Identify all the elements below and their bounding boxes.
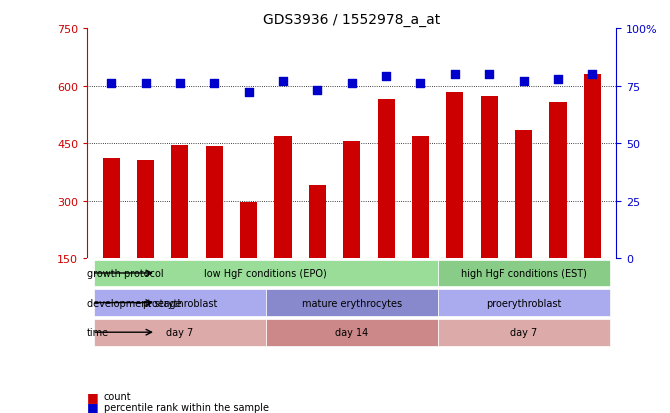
Point	[381, 74, 391, 81]
Text: count: count	[104, 392, 131, 401]
Bar	[94, 319, 266, 346]
Point	[312, 88, 323, 94]
Bar	[480, 97, 498, 259]
Text: day 7: day 7	[166, 328, 194, 337]
Bar	[438, 319, 610, 346]
Text: day 7: day 7	[510, 328, 537, 337]
Point	[277, 78, 288, 85]
Point	[243, 90, 254, 97]
Bar	[309, 185, 326, 259]
Point	[140, 81, 151, 87]
Text: time: time	[87, 328, 109, 337]
Bar	[515, 131, 532, 259]
Text: proerythroblast: proerythroblast	[142, 298, 218, 308]
Bar	[94, 290, 266, 316]
Bar	[549, 102, 567, 259]
Bar	[446, 93, 464, 259]
Text: mature erythrocytes: mature erythrocytes	[302, 298, 402, 308]
Text: low HgF conditions (EPO): low HgF conditions (EPO)	[204, 268, 327, 278]
Point	[209, 81, 220, 87]
Text: development stage: development stage	[87, 298, 182, 308]
Bar	[412, 137, 429, 259]
Text: ■: ■	[87, 390, 99, 403]
Text: day 14: day 14	[335, 328, 368, 337]
Bar	[240, 202, 257, 259]
Bar	[206, 147, 223, 259]
Bar	[438, 290, 610, 316]
Text: ■: ■	[87, 400, 99, 413]
Point	[106, 81, 117, 87]
Bar	[94, 260, 438, 287]
Bar	[172, 146, 188, 259]
Point	[518, 78, 529, 85]
Bar	[103, 159, 120, 259]
Bar	[137, 161, 154, 259]
Text: high HgF conditions (EST): high HgF conditions (EST)	[461, 268, 586, 278]
Text: growth protocol: growth protocol	[87, 268, 163, 278]
Point	[484, 71, 494, 78]
Point	[587, 71, 598, 78]
Bar	[377, 100, 395, 259]
Text: percentile rank within the sample: percentile rank within the sample	[104, 402, 269, 412]
Bar	[275, 137, 291, 259]
Point	[553, 76, 563, 83]
Point	[175, 81, 186, 87]
Point	[415, 81, 426, 87]
Bar	[266, 319, 438, 346]
Point	[450, 71, 460, 78]
Text: proerythroblast: proerythroblast	[486, 298, 561, 308]
Bar	[343, 141, 360, 259]
Title: GDS3936 / 1552978_a_at: GDS3936 / 1552978_a_at	[263, 12, 440, 26]
Point	[346, 81, 357, 87]
Bar	[584, 75, 601, 259]
Bar	[438, 260, 610, 287]
Bar	[266, 290, 438, 316]
